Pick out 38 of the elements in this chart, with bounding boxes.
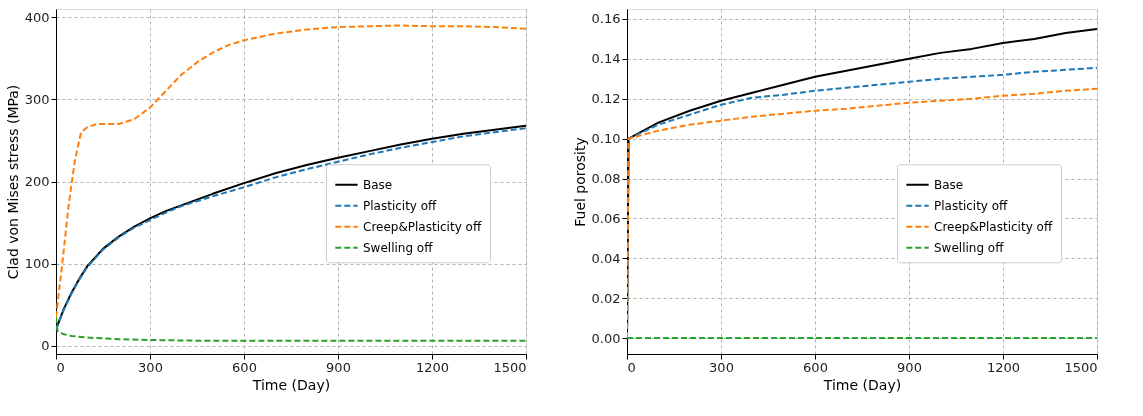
x-tick-label: 1200 (415, 359, 450, 375)
y-tick-label: 0.16 (591, 11, 621, 27)
y-axis-title: Fuel porosity (571, 137, 588, 227)
y-tick-label: 0 (41, 338, 50, 354)
y-tick-label: 0.04 (591, 250, 621, 266)
legend-label: Base (934, 177, 964, 192)
legend-label: Creep&Plasticity off (363, 219, 482, 234)
legend-label: Plasticity off (363, 198, 438, 213)
y-tick-label: 300 (24, 91, 50, 107)
x-axis-title: Time (Day) (251, 376, 331, 393)
y-tick-label: 0.10 (591, 131, 621, 147)
legend-label: Swelling off (363, 240, 434, 255)
y-tick-label: 100 (24, 256, 50, 272)
legend-label: Plasticity off (934, 198, 1009, 213)
y-tick-label: 400 (24, 9, 50, 25)
x-tick-label: 1500 (493, 359, 527, 375)
y-axis-title: Clad von Mises stress (MPa) (4, 84, 21, 280)
y-tick-label: 0.14 (591, 51, 621, 67)
x-tick-label: 600 (803, 359, 828, 375)
legend-label: Base (363, 177, 393, 192)
x-tick-label: 300 (709, 359, 734, 375)
legend-label: Creep&Plasticity off (934, 219, 1053, 234)
y-tick-label: 0.00 (591, 330, 621, 346)
y-tick-label: 200 (24, 174, 50, 189)
y-tick-label: 0.12 (591, 91, 621, 107)
x-tick-label: 900 (897, 359, 922, 375)
x-tick-label: 600 (232, 359, 257, 375)
x-tick-label: 1200 (986, 359, 1021, 375)
x-tick-label: 1500 (1064, 359, 1098, 375)
x-tick-label: 300 (138, 359, 163, 375)
y-tick-label: 0.06 (591, 210, 621, 226)
x-axis-title: Time (Day) (822, 376, 902, 393)
y-tick-label: 0.08 (591, 171, 621, 187)
x-tick-label: 900 (326, 359, 351, 375)
legend-label: Swelling off (934, 240, 1005, 255)
x-tick-label: 0 (627, 359, 636, 375)
y-tick-label: 0.02 (591, 290, 621, 306)
x-tick-label: 0 (56, 359, 65, 375)
